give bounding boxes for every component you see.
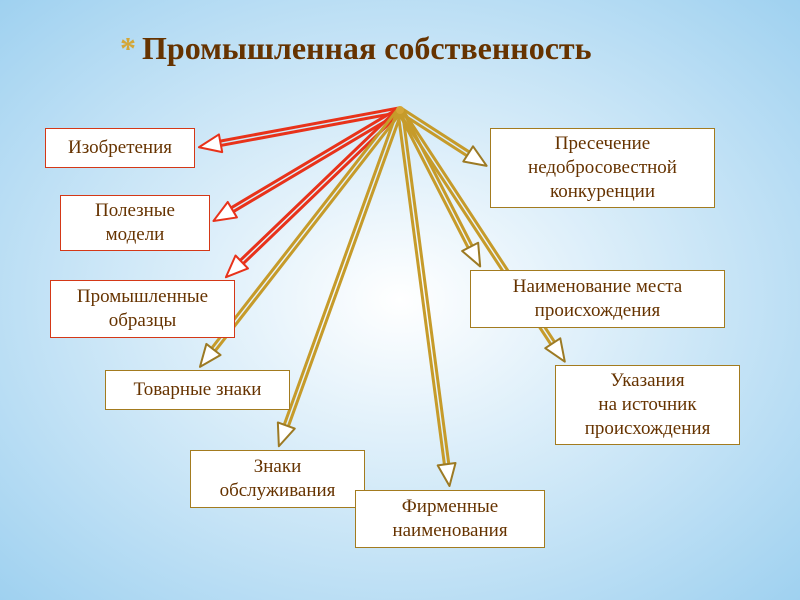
node-trademarks: Товарные знаки: [105, 370, 290, 410]
node-inventions: Изобретения: [45, 128, 195, 168]
diagram-stage: *Промышленная собственность Изобретения П…: [0, 0, 800, 600]
node-competition: Пресечение недобросовестной конкуренции: [490, 128, 715, 208]
node-service: Знаки обслуживания: [190, 450, 365, 508]
node-label: Указания на источник происхождения: [585, 369, 711, 440]
node-label: Фирменные наименования: [392, 495, 507, 543]
node-source: Указания на источник происхождения: [555, 365, 740, 445]
node-label: Изобретения: [68, 136, 172, 160]
node-models: Полезные модели: [60, 195, 210, 251]
node-label: Полезные модели: [95, 199, 175, 247]
title-text: Промышленная собственность: [142, 30, 592, 66]
node-label: Товарные знаки: [134, 378, 262, 402]
node-label: Знаки обслуживания: [220, 455, 336, 503]
node-tradenames: Фирменные наименования: [355, 490, 545, 548]
title-asterisk: *: [120, 30, 136, 66]
page-title: *Промышленная собственность: [120, 30, 592, 67]
node-label: Пресечение недобросовестной конкуренции: [528, 132, 677, 203]
node-label: Наименование места происхождения: [513, 275, 682, 323]
node-appellation: Наименование места происхождения: [470, 270, 725, 328]
node-designs: Промышленные образцы: [50, 280, 235, 338]
node-label: Промышленные образцы: [77, 285, 208, 333]
